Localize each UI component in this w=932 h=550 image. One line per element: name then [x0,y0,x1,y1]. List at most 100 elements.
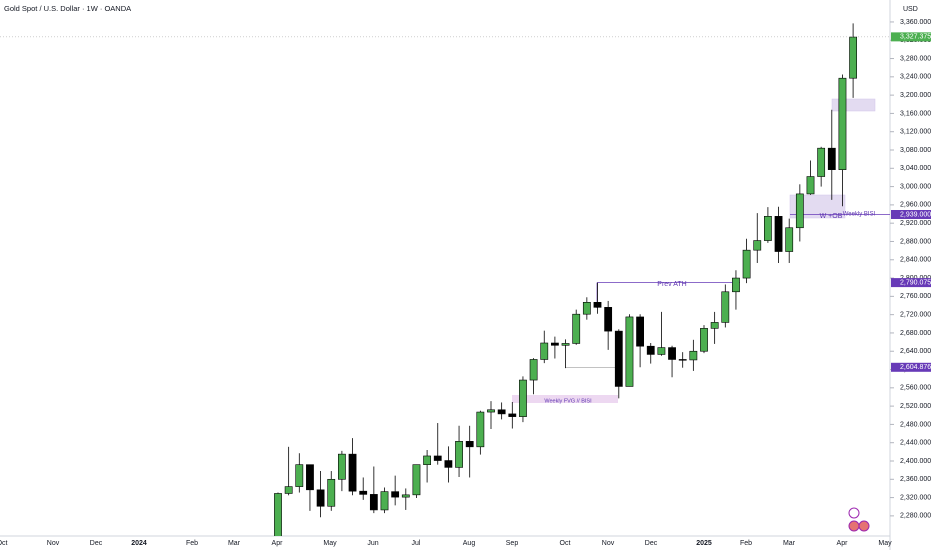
candle-body [838,77,847,170]
candle-body [508,413,517,417]
chart-title: Gold Spot / U.S. Dollar · 1W · OANDA [4,4,131,13]
candle-body [582,302,591,315]
candle-body [529,359,538,381]
candle-body [795,193,804,229]
x-tick-label: Jun [367,540,378,547]
candle-body [742,249,751,279]
candle-body [604,307,613,332]
x-tick-label: May [323,540,337,547]
y-tick-label: 3,120.000 [900,129,931,136]
candle-body [487,409,495,413]
candle-body [284,486,293,494]
candle-body [678,359,687,361]
x-tick-label: Mar [228,540,241,547]
y-tick-label: 2,280.000 [900,513,931,520]
icon[interactable] [858,520,870,532]
y-tick-label: 3,080.000 [900,147,931,154]
y-tick-label: 2,440.000 [900,440,931,447]
candle-body [444,460,453,468]
candle-body [412,464,421,496]
annotation: Weekly BISI [843,212,876,218]
y-tick-label: 3,160.000 [900,110,931,117]
x-tick-label: Feb [740,540,752,547]
candle-body [753,240,762,251]
candle-body [433,455,442,461]
candle-body [316,489,325,507]
y-tick-label: 3,240.000 [900,74,931,81]
price-label-box [891,209,931,219]
candle-body [359,490,368,495]
icon[interactable] [848,520,860,532]
candle-body [785,227,794,252]
y-tick-label: 2,920.000 [900,220,931,227]
y-tick-label: 2,640.000 [900,348,931,355]
annotation: Prev ATH [657,281,686,288]
y-tick-label: 2,360.000 [900,476,931,483]
price-label: 2,939.000 [900,211,931,218]
candle-body [614,330,623,387]
y-tick-label: 2,680.000 [900,330,931,337]
x-tick-label: Nov [47,540,60,547]
y-tick-label: 3,200.000 [900,92,931,99]
candle-body [668,347,676,360]
candle-body [625,316,634,387]
y-tick-label: 3,280.000 [900,55,931,62]
y-tick-label: 2,520.000 [900,403,931,410]
candle-body [391,491,400,498]
candle-body [337,453,346,480]
candle-body [710,322,719,329]
candle-body [593,302,602,308]
candle-body [295,464,304,487]
candle-body [732,277,740,293]
candle-body [550,342,559,346]
ob-zone [789,194,846,219]
y-tick-label: 3,360.000 [900,19,931,26]
x-tick-label: Dec [645,540,658,547]
candle-body [806,176,815,195]
y-tick-label: 2,880.000 [900,238,931,245]
x-tick-label: Apr [837,540,849,547]
price-label: 3,327.375 [900,34,931,41]
candle-body [401,494,410,498]
icon[interactable] [848,507,860,519]
x-tick-label: Aug [463,540,476,547]
candle-body [827,147,836,170]
y-tick-label: 3,000.000 [900,183,931,190]
candle-body [817,147,826,177]
x-tick-label: Feb [186,540,198,547]
annotation: Weekly FVG // BISI [544,398,592,404]
x-tick-label: Oct [560,540,571,547]
y-tick-label: 2,560.000 [900,385,931,392]
candle-body [849,36,857,79]
candle-body [455,441,463,468]
candle-body [636,316,644,347]
y-tick-label: 2,760.000 [900,293,931,300]
y-tick-label: 2,400.000 [900,458,931,465]
axis-unit: USD [903,6,918,13]
y-tick-label: 2,840.000 [900,257,931,264]
y-tick-label: 2,720.000 [900,311,931,318]
x-tick-label: 2024 [131,540,147,547]
candle-body [561,343,570,346]
candle-body [646,345,655,355]
price-label: 2,604.876 [900,364,931,371]
candle-body [476,411,485,448]
x-tick-label: Apr [272,540,284,547]
candle-body [519,379,527,417]
price-label-box [891,278,931,288]
candle-body [423,455,431,465]
x-tick-label: May [878,540,892,547]
candle-body [689,350,698,361]
candle-body [306,464,314,491]
candle-body [700,328,708,352]
candle-body [327,478,336,507]
candle-body [774,216,783,252]
y-tick-label: 3,040.000 [900,165,931,172]
candle-body [465,441,474,448]
price-label-box [891,362,931,372]
candle-body [572,313,581,344]
fvg-zone [512,395,618,403]
price-label: 2,790.075 [900,279,931,286]
